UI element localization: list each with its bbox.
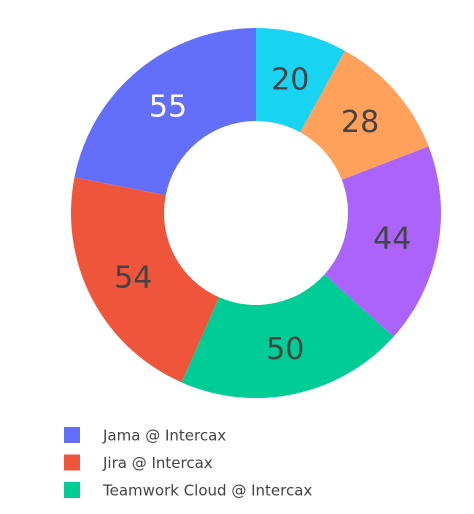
legend-label: Teamwork Cloud @ Intercax	[102, 482, 312, 500]
slice	[324, 146, 442, 337]
legend-swatch	[64, 482, 80, 498]
slice	[181, 274, 394, 398]
legend-swatch	[64, 454, 80, 471]
slice	[71, 177, 220, 383]
slice	[74, 28, 256, 196]
value-label: 50	[266, 332, 304, 367]
slice	[300, 50, 429, 180]
value-label: 54	[114, 261, 152, 296]
value-label: 44	[373, 221, 411, 256]
value-label: 20	[271, 62, 309, 97]
legend-label: Jira @ Intercax	[102, 454, 213, 472]
legend-swatch	[64, 427, 80, 443]
legend-label: Jama @ Intercax	[102, 427, 226, 445]
slice	[256, 28, 345, 133]
value-label: 28	[341, 105, 379, 140]
value-label: 55	[149, 90, 187, 125]
